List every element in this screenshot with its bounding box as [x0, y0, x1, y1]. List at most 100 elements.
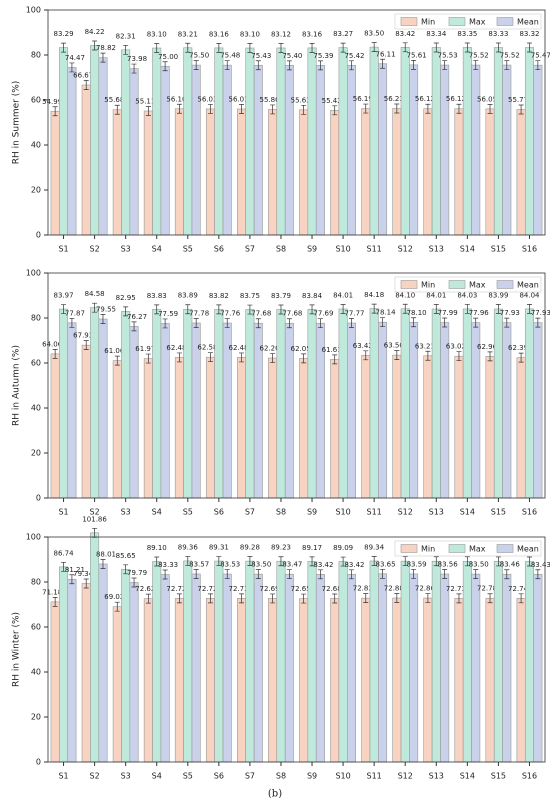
error-bar: [456, 103, 462, 114]
value-label: 75.48: [220, 52, 240, 60]
error-bar: [92, 40, 98, 51]
error-bar: [123, 44, 129, 55]
error-bar: [371, 42, 377, 52]
error-bar: [340, 42, 346, 53]
value-label: 83.42: [395, 30, 415, 38]
bar: [409, 573, 419, 763]
error-bar: [286, 60, 292, 71]
error-bar: [61, 561, 67, 572]
bar: [50, 110, 60, 236]
value-label: 75.52: [469, 52, 489, 60]
error-bar: [123, 564, 129, 575]
bar: [533, 64, 543, 236]
error-bar: [247, 43, 253, 53]
error-bar: [495, 556, 501, 567]
error-bar: [193, 60, 199, 70]
value-label: 83.12: [271, 30, 291, 38]
error-bar: [255, 60, 261, 71]
bar: [524, 561, 534, 763]
error-bar: [371, 303, 377, 314]
value-label: 72.72: [166, 585, 186, 593]
caption: (b): [268, 789, 282, 800]
value-label: 61.06: [104, 347, 125, 355]
x-tick-label: S8: [276, 772, 286, 781]
bar: [400, 560, 410, 763]
y-tick-label: 100: [26, 533, 41, 542]
error-bar: [309, 304, 315, 315]
error-bar: [332, 105, 338, 116]
bar: [423, 355, 433, 499]
value-label: 72.86: [415, 585, 436, 593]
legend-swatch: [400, 544, 418, 553]
error-bar: [123, 306, 129, 317]
x-tick-label: S14: [460, 772, 475, 781]
error-bar: [473, 317, 479, 328]
value-label: 77.76: [220, 310, 241, 318]
error-bar: [363, 350, 369, 361]
value-label: 72.78: [477, 585, 497, 593]
error-bar: [239, 593, 245, 604]
bar: [214, 560, 224, 763]
error-bar: [504, 569, 510, 580]
error-bar: [52, 349, 58, 359]
error-bar: [83, 340, 89, 351]
bar: [81, 344, 91, 499]
error-bar: [456, 593, 462, 604]
bar: [222, 573, 232, 763]
bar: [431, 560, 441, 763]
bar: [409, 64, 419, 236]
value-label: 83.50: [364, 30, 384, 38]
error-bar: [317, 569, 323, 580]
x-tick-label: S9: [307, 772, 317, 781]
error-bar: [402, 556, 408, 567]
value-label: 83.65: [376, 560, 396, 568]
bar: [346, 574, 356, 763]
error-bar: [145, 353, 151, 364]
error-bar: [114, 104, 120, 115]
bar: [516, 357, 526, 499]
value-label: 81.21: [65, 566, 85, 574]
bar: [174, 357, 184, 499]
bar: [112, 360, 122, 499]
error-bar: [348, 318, 354, 328]
error-bar: [394, 593, 400, 603]
value-label: 77.77: [344, 310, 364, 318]
legend-label: Mean: [517, 545, 539, 554]
x-tick-label: S1: [58, 772, 68, 781]
bar: [276, 309, 286, 499]
error-bar: [270, 593, 276, 604]
x-tick-label: S12: [398, 508, 413, 517]
error-bar: [114, 355, 120, 366]
bar: [129, 68, 139, 236]
bar: [245, 47, 255, 236]
bar: [183, 560, 193, 763]
bar: [338, 561, 348, 763]
error-bar: [69, 317, 75, 328]
error-bar: [207, 593, 213, 604]
value-label: 83.27: [333, 30, 353, 38]
bar: [98, 318, 108, 499]
legend-label: Min: [421, 545, 435, 554]
error-bar: [487, 104, 493, 114]
error-bar: [224, 60, 230, 71]
value-label: 75.43: [251, 52, 271, 60]
value-label: 72.72: [197, 585, 217, 593]
error-bar: [394, 350, 400, 360]
bar: [237, 357, 247, 499]
error-bar: [270, 353, 276, 363]
error-bar: [425, 103, 431, 114]
error-bar: [52, 106, 58, 117]
error-bar: [363, 103, 369, 114]
value-label: 89.34: [364, 543, 385, 551]
value-label: 61.97: [135, 345, 155, 353]
value-label: 79.34: [73, 570, 94, 578]
value-label: 83.16: [209, 30, 230, 38]
bar: [454, 598, 464, 763]
legend-label: Max: [469, 18, 486, 27]
value-label: 72.88: [384, 585, 404, 593]
value-label: 63.42: [353, 342, 373, 350]
value-label: 89.31: [209, 544, 229, 552]
bar: [400, 308, 410, 499]
error-bar: [371, 556, 377, 566]
error-bar: [100, 559, 106, 569]
